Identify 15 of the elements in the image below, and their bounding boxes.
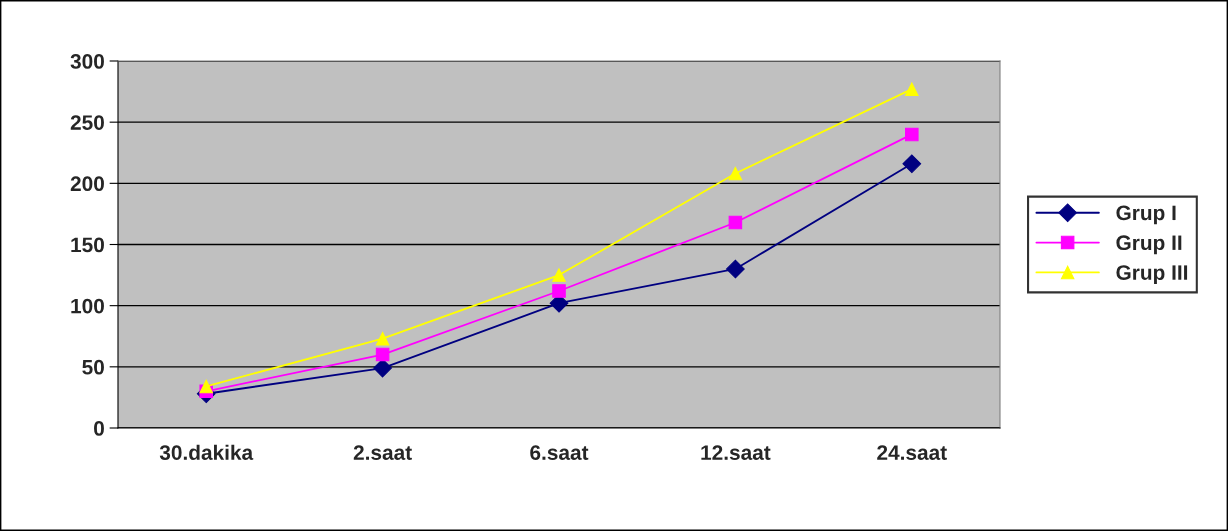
x-tick-label: 6.saat [530,445,589,460]
y-tick-label: 100 [71,298,104,314]
y-tick-label: 0 [94,421,104,436]
y-tick-label: 300 [70,54,104,69]
legend-label: Grup II [1116,235,1182,255]
x-tick-label: 30.dakika [159,444,254,460]
y-tick-label: 200 [70,176,104,192]
y-tick-label: 150 [71,237,104,253]
x-tick-label: 12.saat [701,445,771,460]
x-tick-label: 2.saat [353,445,412,460]
legend-label: Grup III [1116,265,1188,285]
y-tick-label: 250 [70,115,104,130]
x-tick-label: 24.saat [877,445,947,460]
legend-label: Grup I [1116,205,1176,225]
y-tick-label: 50 [82,359,104,375]
